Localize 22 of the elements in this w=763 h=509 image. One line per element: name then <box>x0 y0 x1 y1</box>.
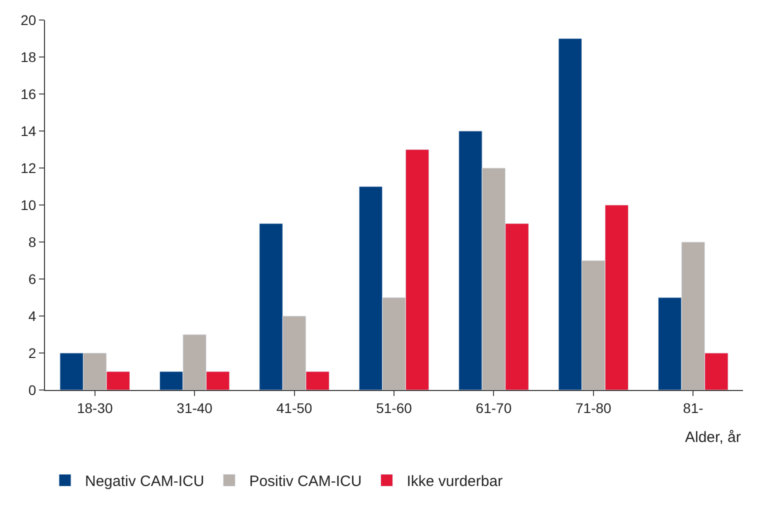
legend-label: Positiv CAM-ICU <box>249 473 362 490</box>
x-tick-label: 51-60 <box>376 400 412 416</box>
y-tick-label: 16 <box>20 86 36 102</box>
y-tick-label: 14 <box>20 122 36 139</box>
x-tick-label: 81- <box>683 400 704 416</box>
x-tick-label: 41-50 <box>276 400 312 416</box>
y-tick-label: 20 <box>20 12 36 28</box>
y-tick-label: 6 <box>28 270 36 287</box>
y-tick-label: 18 <box>20 48 36 65</box>
legend-label: Negativ CAM-ICU <box>85 473 204 490</box>
x-axis-title: Alder, år <box>685 429 741 446</box>
y-tick-label: 2 <box>28 344 36 361</box>
y-tick-label: 8 <box>28 234 36 250</box>
legend-label: Ikke vurderbar <box>406 473 503 490</box>
x-tick-label: 61-70 <box>476 400 512 416</box>
y-tick-label: 12 <box>20 160 36 176</box>
y-tick-label: 4 <box>28 308 36 324</box>
x-tick-label: 31-40 <box>176 400 213 416</box>
y-tick-label: 0 <box>28 382 36 398</box>
x-tick-label: 71-80 <box>576 400 612 416</box>
y-tick-label: 10 <box>20 196 36 213</box>
x-tick-label: 18-30 <box>76 400 113 416</box>
